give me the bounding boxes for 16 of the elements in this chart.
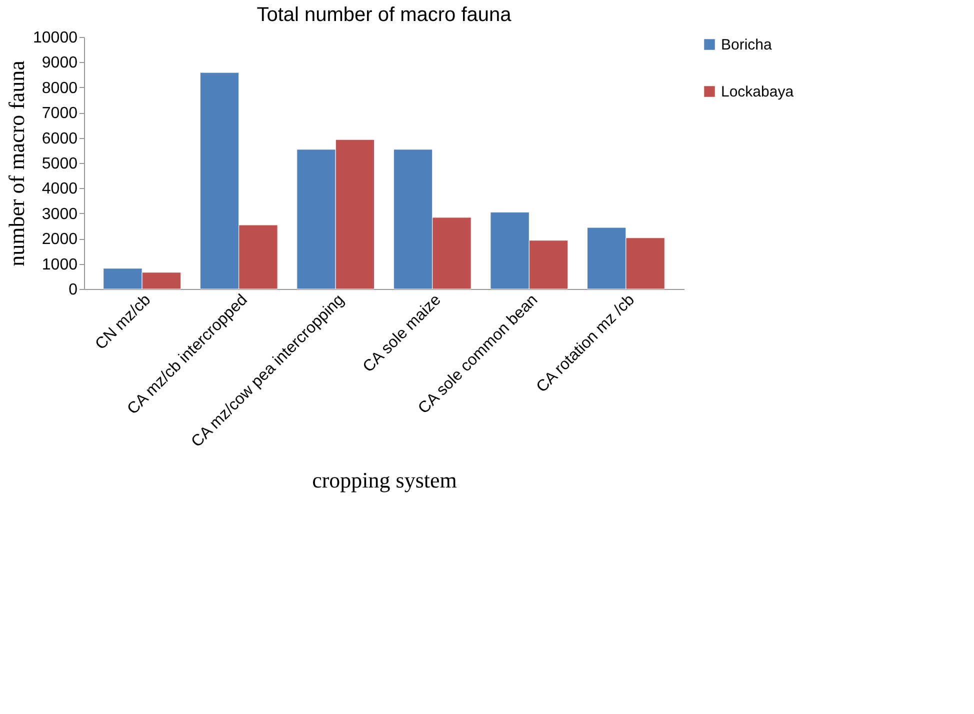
x-axis-title: cropping system: [312, 468, 457, 493]
chart-title: Total number of macro fauna: [256, 4, 512, 26]
y-tick-label: 4000: [42, 180, 78, 198]
legend-label: Boricha: [721, 36, 773, 54]
y-tick-label: 3000: [42, 206, 78, 223]
y-tick-label: 10000: [33, 30, 78, 46]
y-tick-label: 7000: [42, 105, 78, 122]
legend-label: Lockabaya: [721, 84, 794, 100]
y-tick-label: 0: [68, 282, 78, 298]
y-tick-label: 5000: [42, 156, 78, 172]
y-tick-label: 8000: [42, 80, 78, 97]
y-tick-label: 2000: [42, 231, 78, 248]
y-tick-label: 1000: [42, 256, 78, 274]
y-axis-title: number of macro fauna: [4, 60, 30, 266]
y-tick-label: 9000: [42, 54, 78, 72]
y-tick-label: 6000: [42, 130, 78, 148]
